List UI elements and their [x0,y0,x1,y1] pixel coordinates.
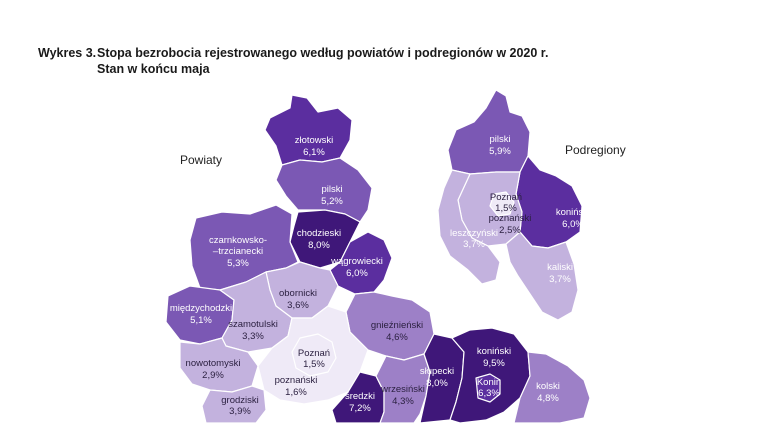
label-koninski-value: 9,5% [483,358,505,369]
label-chodzieski-value: 8,0% [308,240,330,251]
region-poznan-city[interactable] [291,333,337,377]
label-obornicki-name: obornicki [279,288,317,299]
label-czarnkowsko-name-1: czarnkowsko- [209,235,267,246]
subregion-poznan[interactable] [489,191,515,217]
label-wagrowiecki-value: 6,0% [346,268,368,279]
label-zlotowski-value: 6,1% [303,147,325,158]
region-konin-city[interactable] [475,373,501,403]
label-grodziski-value: 3,9% [229,406,251,417]
subregion-pilski[interactable] [447,89,531,175]
label-konin-name: Konin [477,377,501,388]
podregiony-map [437,89,583,321]
figure-subtitle: Stan w końcu maja [97,62,210,76]
region-grodziski[interactable] [201,385,267,423]
label-kolski-value: 4,8% [537,393,559,404]
label-konin-value: 6,3% [478,388,500,399]
region-kolski[interactable] [513,351,591,423]
label-sub-kaliski-name: kaliski [547,262,573,273]
label-grodziski-name: grodziski [221,395,259,406]
label-sub-koninski-name: koniński [556,207,590,218]
label-poznanski-value: 1,6% [285,387,307,398]
label-kolski-name: kolski [536,381,560,392]
label-szamotulski-name: szamotulski [228,319,278,330]
left-map-label: Powiaty [180,153,223,167]
label-sub-pilski-value: 5,9% [489,146,511,157]
subregion-leszczynski[interactable] [437,169,501,285]
label-miedzychodzki-name: międzychodzki [170,303,232,314]
label-miedzychodzki-value: 5,1% [190,315,212,326]
label-slupecki-value: 8,0% [426,378,448,389]
label-wagrowiecki-name: wągrowiecki [330,256,383,267]
region-pilski-pow[interactable] [275,157,373,223]
label-pilski-name: pilski [321,184,342,195]
region-nowotomyski[interactable] [179,337,259,393]
label-poznan-name: Poznań [298,348,330,359]
label-nowotomyski-value: 2,9% [202,370,224,381]
label-zlotowski-name: złotowski [295,135,334,146]
label-pilski-value: 5,2% [321,196,343,207]
powiaty-labels: złotowski 6,1% pilski 5,2% chodzieski 8,… [170,135,560,417]
powiaty-map [165,94,591,423]
label-czarnkowsko-name-2: –trzcianecki [213,246,263,257]
subregion-kaliski[interactable] [505,231,579,321]
label-sub-kaliski-value: 3,7% [549,274,571,285]
label-sub-poznan-name: Poznań [490,192,522,203]
label-sredzki-name: średzki [345,391,375,402]
label-gnieznienski-value: 4,6% [386,332,408,343]
label-sub-koninski-value: 6,0% [562,219,584,230]
label-chodzieski-name: chodzieski [297,228,341,239]
label-poznan-value: 1,5% [303,359,325,370]
label-wrzesinski-value: 4,3% [392,396,414,407]
label-sub-poznan-value: 1,5% [495,203,517,214]
region-wrzesinski[interactable] [375,353,431,423]
label-obornicki-value: 3,6% [287,300,309,311]
subregion-koninski[interactable] [515,155,583,249]
figure-title: Stopa bezrobocia rejestrowanego według p… [97,46,549,60]
label-sub-poznanski-value: 2,5% [499,225,521,236]
label-sub-leszczynski-value: 3,7% [463,239,485,250]
label-wrzesinski-name: wrzesiński [380,384,425,395]
label-slupecki-name: słupecki [420,366,454,377]
podregiony-labels: pilski 5,9% Poznań 1,5% poznański 2,5% l… [450,134,590,285]
label-sub-leszczynski-name: leszczyński [450,228,498,239]
label-gnieznienski-name: gnieźnieński [371,320,423,331]
label-poznanski-name: poznański [275,375,318,386]
label-szamotulski-value: 3,3% [242,331,264,342]
figure-number: Wykres 3. [38,46,97,60]
label-sredzki-value: 7,2% [349,403,371,414]
label-nowotomyski-name: nowotomyski [186,358,241,369]
label-sub-poznanski-name: poznański [489,213,532,224]
right-map-label: Podregiony [565,143,626,157]
label-sub-pilski-name: pilski [489,134,510,145]
label-koninski-name: koniński [477,346,511,357]
label-czarnkowsko-value: 5,3% [227,258,249,269]
